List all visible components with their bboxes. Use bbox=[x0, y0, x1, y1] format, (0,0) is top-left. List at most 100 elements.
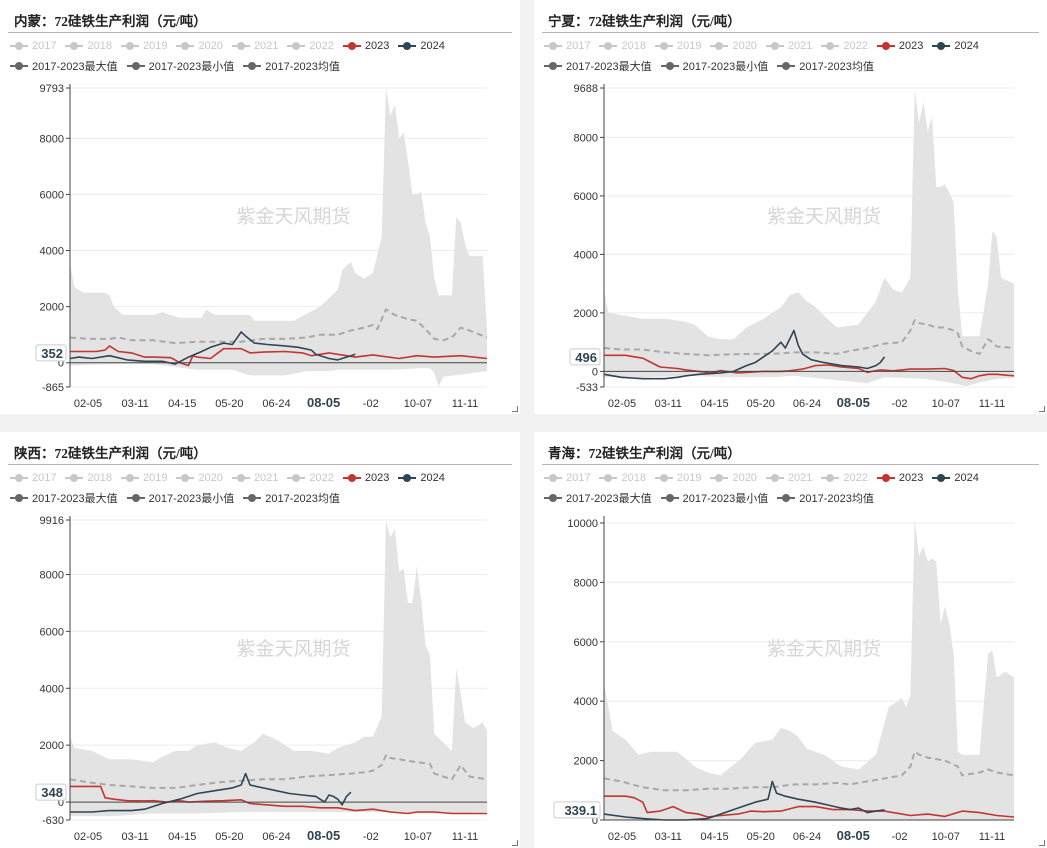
legend-marker-icon bbox=[10, 473, 28, 483]
legend-item-2018[interactable]: 2018 bbox=[65, 40, 112, 52]
legend-item-2020[interactable]: 2020 bbox=[710, 472, 757, 484]
chart-panel-shaanxi: 陕西：72硅铁生产利润（元/吨） 2017 2018 2019 2020 2021 202… bbox=[0, 432, 520, 848]
legend-item-2023[interactable]: 2023 bbox=[876, 472, 923, 484]
legend-marker-icon bbox=[544, 493, 562, 503]
series-line-mean bbox=[69, 754, 488, 789]
x-tick-label: 06-24 bbox=[262, 398, 290, 410]
watermark-text: 紫金天风期货 bbox=[236, 638, 350, 660]
legend-item-2023[interactable]: 2023 bbox=[876, 40, 923, 52]
legend-item-2021[interactable]: 2021 bbox=[231, 472, 278, 484]
legend-item-stat-mean[interactable]: 2017-2023均值 bbox=[777, 58, 874, 74]
legend-item-2022[interactable]: 2022 bbox=[821, 472, 868, 484]
legend-label: 2017-2023最小值 bbox=[682, 61, 769, 73]
y-tick-label: 4000 bbox=[574, 249, 598, 261]
legend-item-2019[interactable]: 2019 bbox=[654, 40, 702, 52]
legend-item-2021[interactable]: 2021 bbox=[765, 472, 812, 484]
legend-item-stat-mean[interactable]: 2017-2023均值 bbox=[777, 490, 874, 506]
chart-title: 青海：72硅铁生产利润（元/吨） bbox=[548, 446, 741, 461]
series-line-mean bbox=[603, 319, 1015, 357]
legend-item-2017[interactable]: 2017 bbox=[544, 472, 590, 484]
legend-item-2019[interactable]: 2019 bbox=[654, 472, 701, 484]
legend-item-2020[interactable]: 2020 bbox=[710, 40, 757, 52]
x-tick-label: 08-05 bbox=[837, 395, 870, 410]
resize-handle-icon[interactable] bbox=[512, 840, 518, 846]
chart-title: 陕西：72硅铁生产利润（元/吨） bbox=[14, 446, 207, 461]
legend-row-years: 2017 2018 2019 2020 2021 2022 2023 2024 bbox=[10, 468, 510, 488]
y-tick-label: 8000 bbox=[40, 133, 64, 145]
legend-item-2018[interactable]: 2018 bbox=[65, 472, 112, 484]
legend-item-stat-max[interactable]: 2017-2023最大值 bbox=[544, 58, 652, 74]
x-tick-label: -02 bbox=[363, 398, 379, 410]
x-tick-label: 11-11 bbox=[452, 398, 479, 410]
legend-item-2024[interactable]: 2024 bbox=[398, 472, 445, 484]
legend-item-stat-min[interactable]: 2017-2023最小值 bbox=[660, 58, 769, 74]
legend-item-2017[interactable]: 2017 bbox=[10, 472, 56, 484]
legend-item-2024[interactable]: 2024 bbox=[932, 40, 979, 52]
current-value-badge: 496 bbox=[569, 348, 601, 366]
watermark-text: 紫金天风期货 bbox=[767, 206, 881, 228]
legend-marker-icon bbox=[876, 473, 895, 483]
current-value-label: 348 bbox=[41, 785, 63, 800]
legend-item-stat-mean[interactable]: 2017-2023均值 bbox=[243, 490, 340, 506]
legend-marker-icon bbox=[876, 41, 895, 51]
legend-marker-icon bbox=[126, 493, 145, 503]
resize-handle-icon[interactable] bbox=[1039, 406, 1045, 412]
y-tick-label: 2000 bbox=[40, 302, 64, 314]
x-tick-label: 06-24 bbox=[793, 831, 821, 843]
legend-item-2020[interactable]: 2020 bbox=[176, 472, 223, 484]
legend-marker-icon bbox=[660, 61, 679, 71]
legend-item-2018[interactable]: 2018 bbox=[599, 40, 646, 52]
legend-item-2018[interactable]: 2018 bbox=[599, 472, 646, 484]
legend-marker-icon bbox=[821, 473, 840, 483]
legend-marker-icon bbox=[342, 473, 361, 483]
legend-item-stat-min[interactable]: 2017-2023最小值 bbox=[660, 490, 768, 506]
legend-item-2017[interactable]: 2017 bbox=[544, 40, 590, 52]
legend-marker-icon bbox=[765, 41, 784, 51]
legend-label: 2017-2023最小值 bbox=[148, 61, 235, 73]
resize-handle-icon[interactable] bbox=[1039, 840, 1045, 846]
legend-item-2021[interactable]: 2021 bbox=[231, 40, 278, 52]
legend-item-2021[interactable]: 2021 bbox=[765, 40, 812, 52]
x-tick-label: 02-05 bbox=[74, 831, 102, 843]
y-tick-label: 10000 bbox=[567, 518, 598, 530]
series-line-2023 bbox=[604, 795, 1015, 818]
legend-item-stat-max[interactable]: 2017-2023最大值 bbox=[10, 58, 118, 74]
legend-label: 2017-2023最小值 bbox=[148, 493, 235, 505]
legend-item-2017[interactable]: 2017 bbox=[10, 40, 56, 52]
legend-label: 2019 bbox=[676, 40, 702, 52]
legend-item-stat-max[interactable]: 2017-2023最大值 bbox=[10, 490, 118, 506]
legend-item-2022[interactable]: 2022 bbox=[287, 472, 334, 484]
legend-item-2019[interactable]: 2019 bbox=[120, 472, 167, 484]
legend-label: 2017-2023均值 bbox=[265, 493, 340, 505]
title-divider bbox=[542, 464, 1039, 465]
current-value-box bbox=[569, 348, 601, 366]
legend-label: 2017-2023最大值 bbox=[32, 493, 118, 505]
legend-item-stat-mean[interactable]: 2017-2023均值 bbox=[243, 58, 340, 74]
y-tick-label: 8000 bbox=[574, 132, 598, 144]
legend-item-2023[interactable]: 2023 bbox=[342, 40, 389, 52]
legend-row-years: 2017 2018 2019 2020 2021 2022 2023 2024 bbox=[10, 36, 510, 56]
legend-label: 2020 bbox=[732, 40, 757, 52]
legend-item-stat-min[interactable]: 2017-2023最小值 bbox=[126, 490, 235, 506]
resize-handle-icon[interactable] bbox=[512, 406, 518, 412]
legend-marker-icon bbox=[544, 41, 562, 51]
legend-marker-icon bbox=[65, 473, 84, 483]
legend-item-2024[interactable]: 2024 bbox=[932, 472, 979, 484]
legend-item-2019[interactable]: 2019 bbox=[120, 40, 168, 52]
legend-item-2022[interactable]: 2022 bbox=[287, 40, 334, 52]
x-tick-label: 11-11 bbox=[452, 831, 479, 843]
legend-item-2022[interactable]: 2022 bbox=[821, 40, 868, 52]
current-value-badge: 339.1 bbox=[553, 801, 601, 819]
legend-item-2024[interactable]: 2024 bbox=[398, 40, 445, 52]
legend-item-stat-min[interactable]: 2017-2023最小值 bbox=[126, 58, 235, 74]
current-value-box bbox=[35, 783, 67, 801]
legend-item-2020[interactable]: 2020 bbox=[176, 40, 223, 52]
legend-label: 2019 bbox=[142, 40, 168, 52]
legend-label: 2020 bbox=[732, 472, 757, 484]
legend-marker-icon bbox=[777, 61, 796, 71]
y-tick-label: 2000 bbox=[574, 756, 598, 768]
legend-marker-icon bbox=[544, 61, 562, 71]
legend-item-2023[interactable]: 2023 bbox=[342, 472, 389, 484]
legend-item-stat-max[interactable]: 2017-2023最大值 bbox=[544, 490, 652, 506]
